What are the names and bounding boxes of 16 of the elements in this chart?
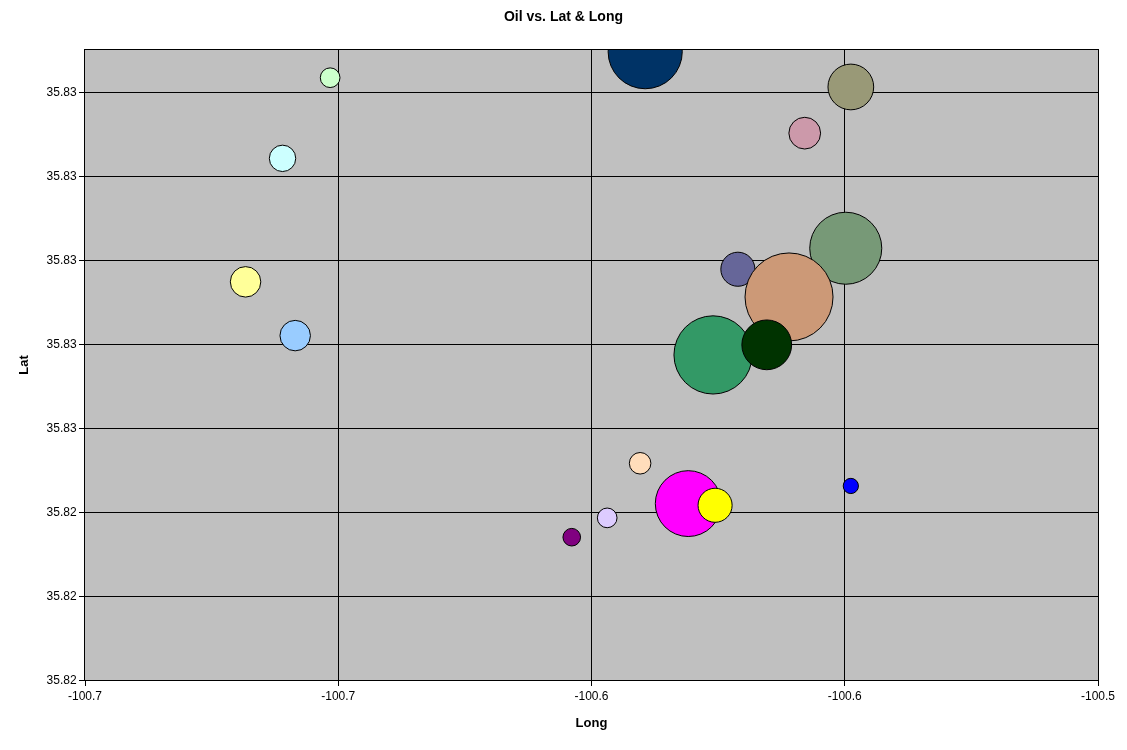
y-tick-label: 35.82: [46, 589, 77, 604]
x-tick-label: -100.6: [574, 689, 609, 704]
x-axis-title: Long: [575, 715, 608, 730]
chart-title: Oil vs. Lat & Long: [503, 8, 624, 25]
x-tick-label: -100.7: [321, 689, 356, 704]
x-tick-label: -100.5: [1080, 689, 1116, 704]
y-tick-label: 35.83: [46, 169, 77, 184]
y-tick-label: 35.82: [46, 673, 77, 688]
y-tick-label: 35.83: [46, 85, 77, 100]
x-tick-label: -100.6: [827, 689, 863, 704]
y-tick-label: 35.83: [46, 337, 77, 352]
y-tick-label: 35.83: [46, 421, 77, 436]
y-axis-title: Lat: [15, 354, 31, 375]
y-tick-label: 35.83: [46, 253, 77, 268]
x-tick-label: -100.7: [67, 689, 103, 704]
y-tick-label: 35.82: [46, 505, 77, 520]
